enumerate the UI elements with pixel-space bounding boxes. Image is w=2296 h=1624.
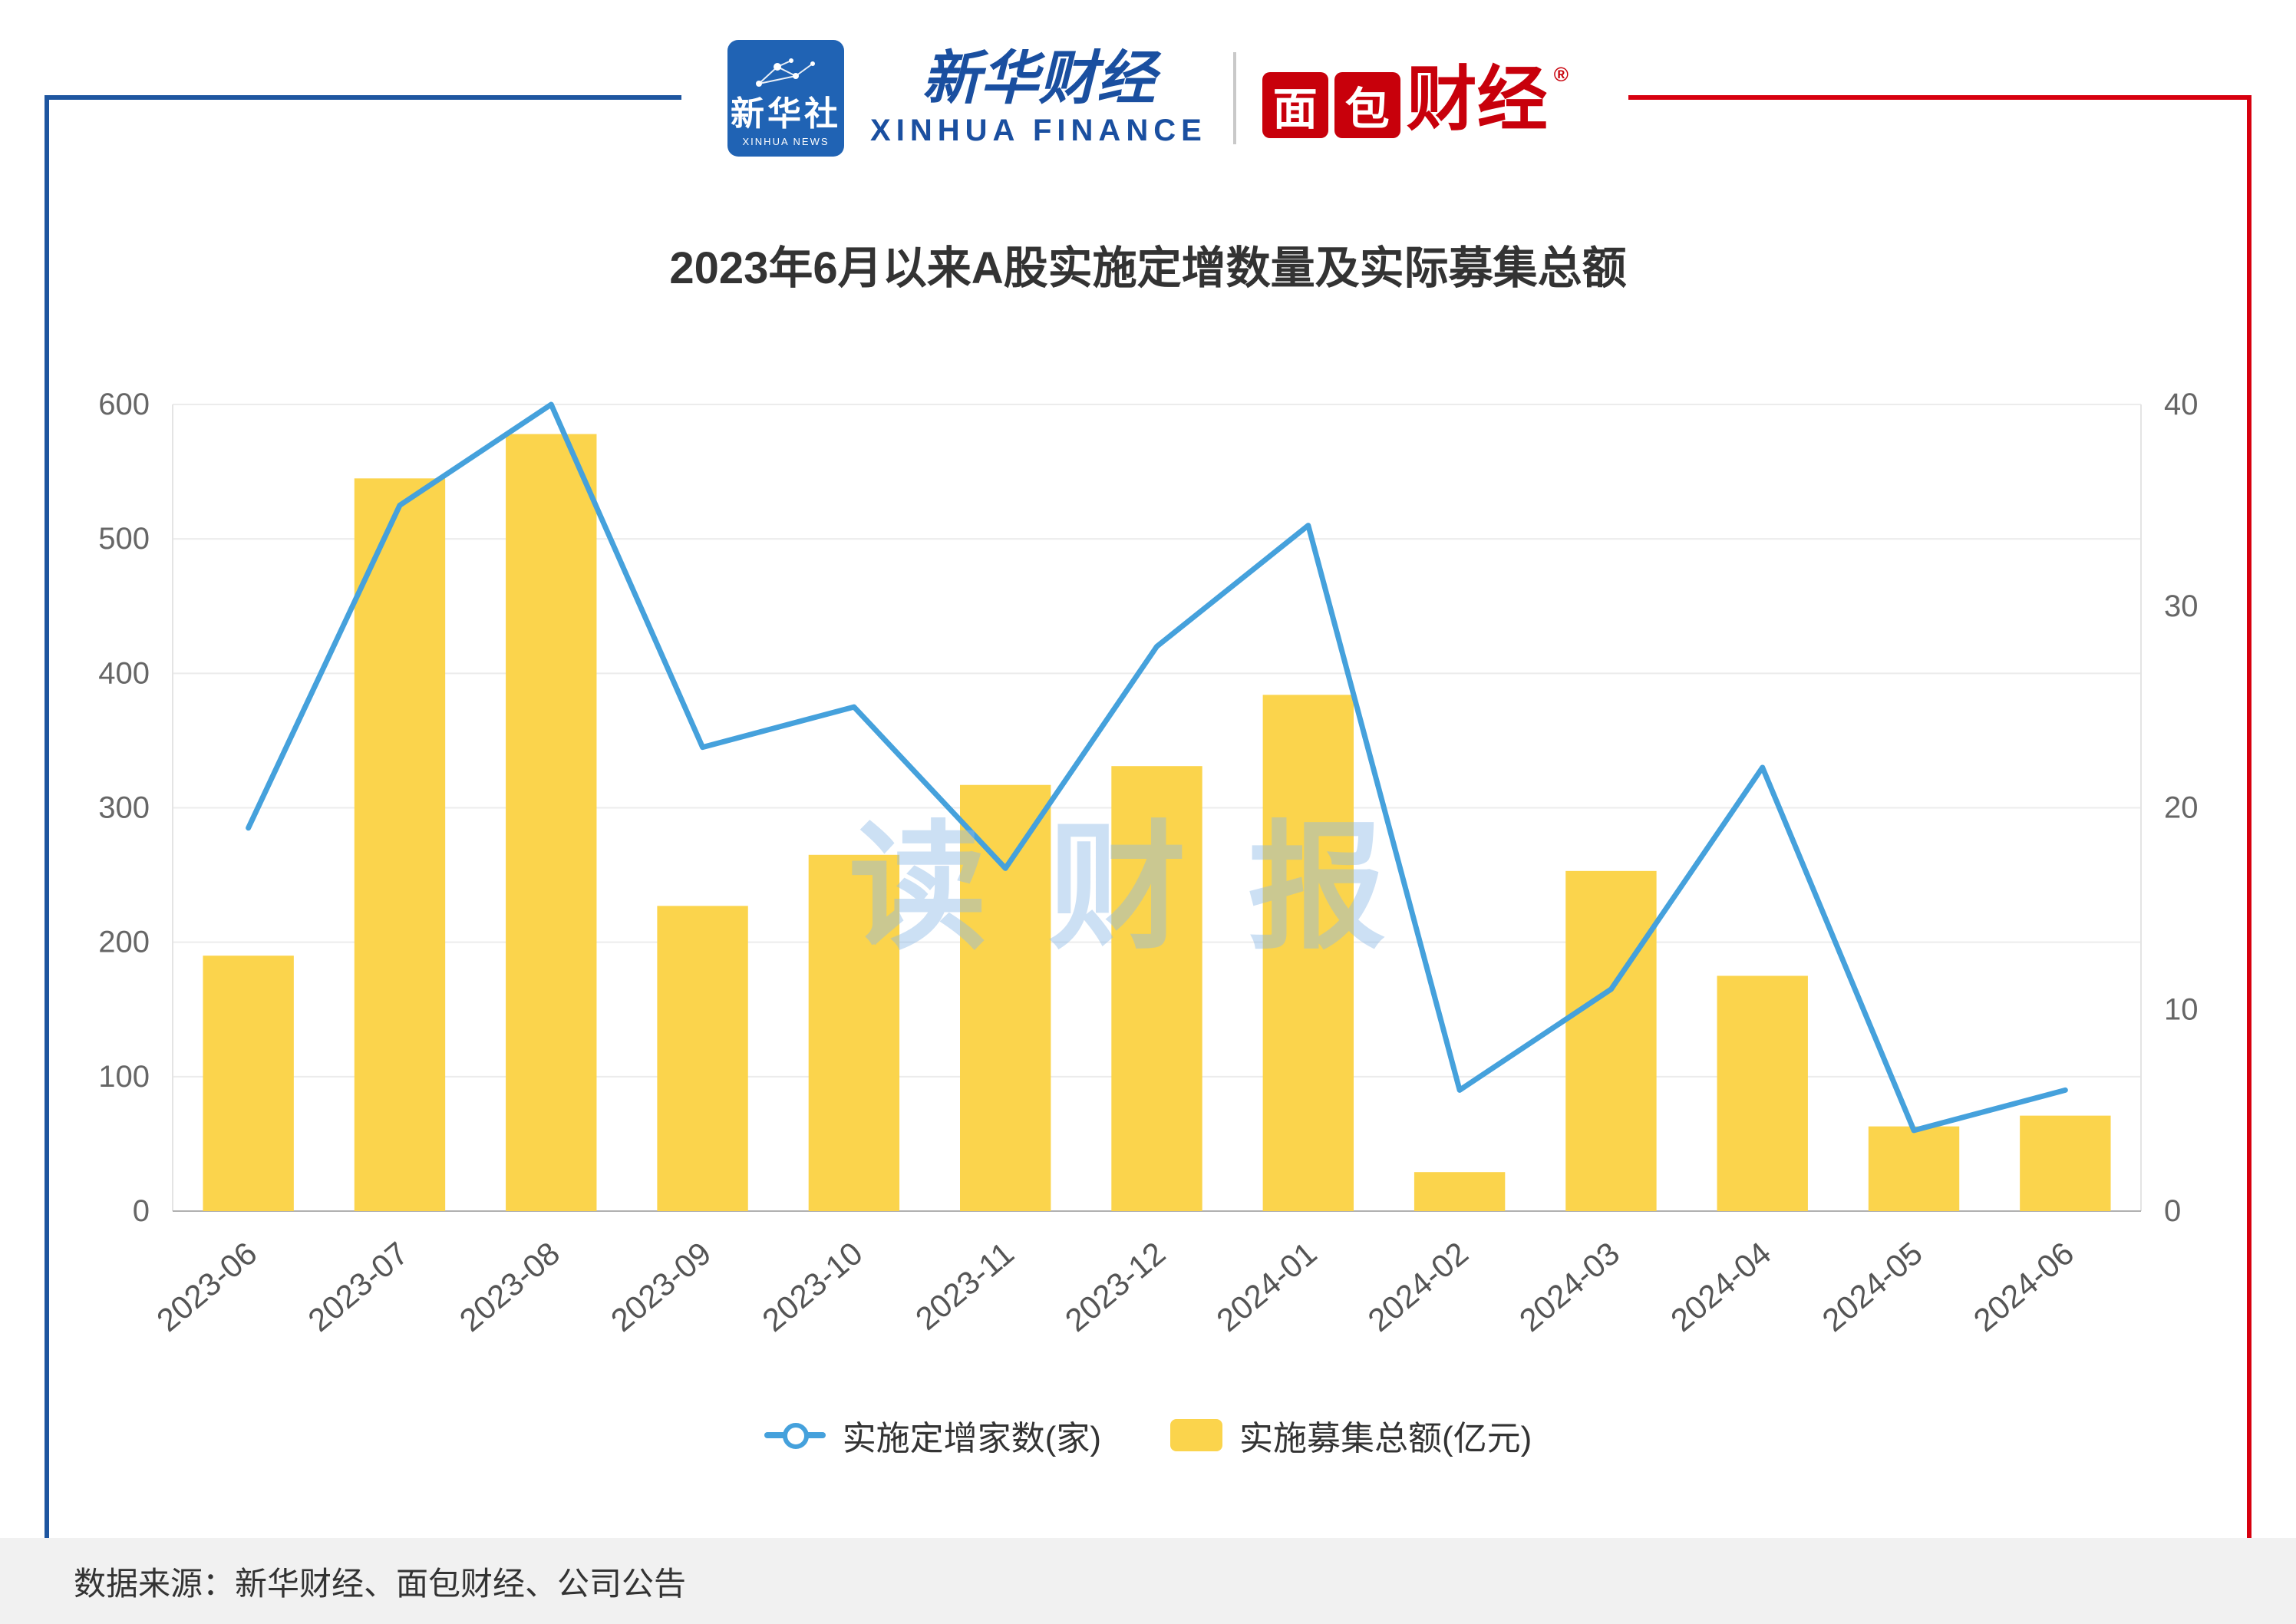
svg-text:100: 100 [98, 1060, 150, 1094]
svg-text:2024-04: 2024-04 [1664, 1235, 1777, 1338]
mianbao-char-2: 包 [1334, 72, 1400, 138]
svg-text:0: 0 [133, 1194, 150, 1228]
svg-text:2023-08: 2023-08 [453, 1235, 566, 1338]
svg-text:600: 600 [98, 388, 150, 421]
registered-mark: ® [1553, 63, 1569, 86]
svg-text:2023-06: 2023-06 [150, 1235, 263, 1338]
svg-text:2023-11: 2023-11 [909, 1235, 1021, 1337]
svg-text:500: 500 [98, 522, 150, 556]
svg-text:2023-10: 2023-10 [755, 1235, 869, 1338]
xinhua-news-logo: 新华社 XINHUA NEWS [727, 40, 845, 157]
mianbao-finance-logo: 面 包 财经 ® [1262, 58, 1569, 138]
svg-text:2023-09: 2023-09 [604, 1235, 718, 1338]
legend-item-bar-series[interactable]: 实施募集总额(亿元) [1170, 1411, 1532, 1460]
header: 新华社 XINHUA NEWS 新华财经 XINHUA FINANCE 面 包 … [0, 40, 2296, 157]
bar-swatch-icon [1170, 1419, 1222, 1451]
svg-text:2023-07: 2023-07 [301, 1235, 414, 1338]
mianbao-char-1: 面 [1262, 72, 1328, 138]
svg-text:2023-12: 2023-12 [1058, 1235, 1172, 1338]
legend-item-line-series[interactable]: 实施定增家数(家) [764, 1411, 1101, 1460]
frame-border-left [45, 95, 49, 1624]
chart-title: 2023年6月以来A股实施定增数量及实际募集总额 [669, 243, 1627, 293]
xinhua-finance-en: XINHUA FINANCE [870, 114, 1207, 148]
svg-text:2024-03: 2024-03 [1513, 1235, 1626, 1338]
frame-border-top-right [1628, 95, 2251, 100]
svg-text:2024-06: 2024-06 [1967, 1235, 2080, 1338]
chart-legend: 实施定增家数(家) 实施募集总额(亿元) [0, 1411, 2296, 1460]
frame-border-right [2247, 95, 2251, 1624]
svg-text:10: 10 [2164, 992, 2199, 1026]
svg-text:2024-02: 2024-02 [1361, 1235, 1475, 1338]
footer-bar: 数据来源：新华财经、面包财经、公司公告 [0, 1538, 2296, 1624]
svg-text:300: 300 [98, 791, 150, 825]
svg-text:20: 20 [2164, 791, 2199, 825]
xinhua-finance-logo: 新华财经 XINHUA FINANCE [870, 48, 1207, 149]
svg-text:200: 200 [98, 926, 150, 959]
svg-text:400: 400 [98, 656, 150, 690]
svg-text:0: 0 [2164, 1194, 2181, 1228]
network-globe-icon [756, 58, 816, 87]
svg-text:40: 40 [2164, 388, 2199, 421]
legend-label-bar: 实施募集总额(亿元) [1239, 1420, 1532, 1457]
data-source-text: 数据来源：新华财经、面包财经、公司公告 [74, 1565, 687, 1602]
legend-label-line: 实施定增家数(家) [842, 1420, 1101, 1457]
svg-text:30: 30 [2164, 589, 2199, 623]
svg-text:2024-05: 2024-05 [1816, 1235, 1929, 1338]
svg-text:2024-01: 2024-01 [1209, 1235, 1323, 1338]
xinhua-finance-cn: 新华财经 [922, 45, 1156, 111]
xinhua-news-cn: 新华社 [731, 94, 842, 133]
line-marker-icon [764, 1423, 826, 1449]
xinhua-news-en: XINHUA NEWS [742, 136, 830, 147]
frame-border-top-left [45, 95, 681, 100]
header-divider [1232, 52, 1236, 144]
mianbao-char-34: 财经 [1406, 61, 1548, 139]
